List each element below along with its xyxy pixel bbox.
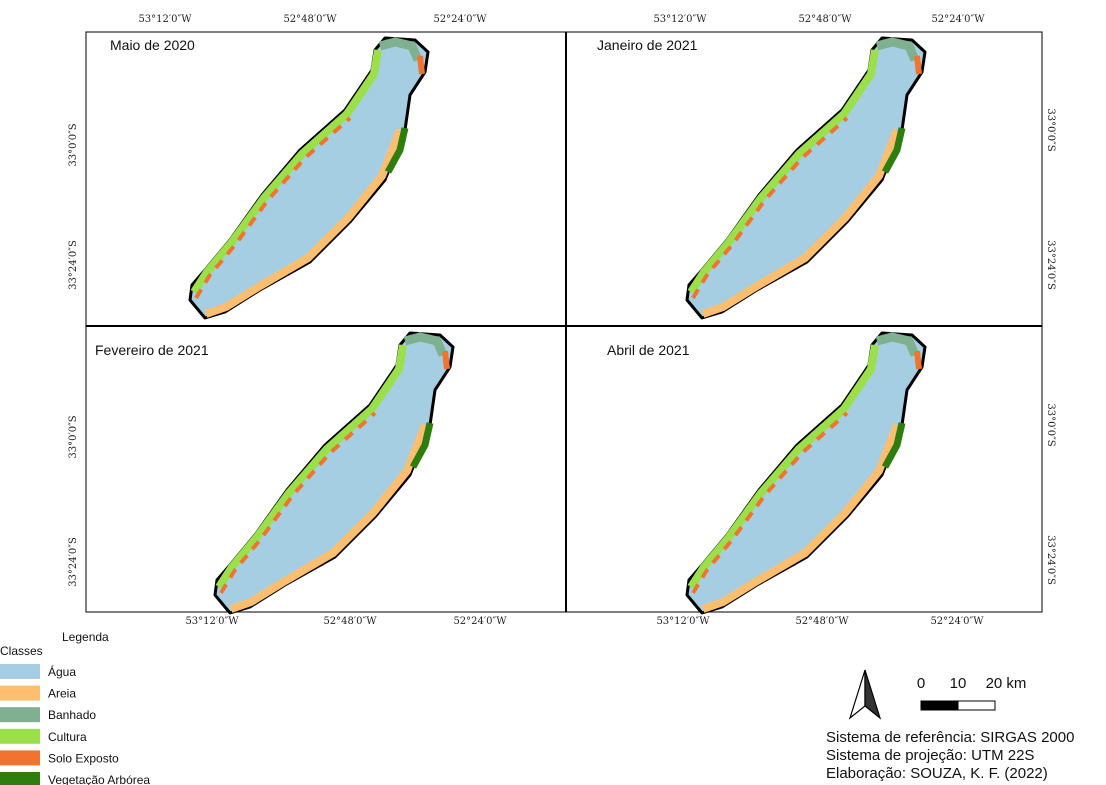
latitude-label: 33°24′0″S: [68, 240, 79, 290]
panel-title: Fevereiro de 2021: [95, 342, 209, 358]
latitude-label: 33°0′0″S: [1045, 108, 1056, 151]
legend-swatch: [0, 664, 40, 679]
longitude-label: 52°24′0″W: [931, 14, 985, 25]
legend-subtitle: Classes: [0, 644, 43, 658]
longitude-label: 53°12′0″W: [185, 616, 239, 627]
legend-label: Banhado: [48, 708, 96, 722]
panel-title: Maio de 2020: [110, 37, 195, 53]
north-arrow: [850, 670, 880, 718]
longitude-label: 52°24′0″W: [930, 616, 984, 627]
longitude-label: 52°48′0″W: [795, 616, 849, 627]
longitude-label: 52°48′0″W: [323, 616, 377, 627]
legend-swatch: [0, 729, 40, 744]
legend-label: Vegetação Arbórea: [48, 773, 150, 785]
longitude-label: 52°48′0″W: [798, 14, 852, 25]
legend-label: Areia: [48, 687, 76, 701]
bare-soil-strip: [917, 56, 919, 74]
bare-soil-strip: [420, 56, 422, 74]
longitude-label: 53°12′0″W: [653, 14, 707, 25]
legend-label: Água: [48, 664, 76, 679]
legend-swatch: [0, 772, 40, 785]
longitude-label: 52°48′0″W: [283, 14, 337, 25]
bare-soil-strip: [445, 351, 447, 369]
legend-title: Legenda: [62, 630, 109, 644]
legend-swatch: [0, 686, 40, 701]
latitude-label: 33°0′0″S: [68, 123, 79, 166]
latitude-label: 33°0′0″S: [68, 415, 79, 458]
scale-label: 20 km: [986, 675, 1027, 692]
credit-line: Sistema de projeção: UTM 22S: [826, 747, 1034, 764]
longitude-label: 53°12′0″W: [138, 14, 192, 25]
scale-label: 0: [917, 675, 925, 692]
panel-title: Abril de 2021: [607, 342, 690, 358]
latitude-label: 33°24′0″S: [1045, 535, 1056, 585]
longitude-label: 53°12′0″W: [656, 616, 710, 627]
legend-swatch: [0, 750, 40, 765]
longitude-label: 52°24′0″W: [433, 14, 487, 25]
credit-line: Elaboração: SOUZA, K. F. (2022): [826, 765, 1048, 782]
map-figure: Maio de 2020 Janeiro de 2021 Fevereiro de …: [0, 0, 1106, 785]
legend-label: Cultura: [48, 730, 87, 744]
scale-bar: [921, 701, 995, 710]
latitude-label: 33°24′0″S: [68, 537, 79, 587]
legend-label: Solo Exposto: [48, 751, 119, 765]
scale-label: 10: [950, 675, 967, 692]
longitude-label: 52°24′0″W: [453, 616, 507, 627]
credit-line: Sistema de referência: SIRGAS 2000: [826, 729, 1074, 746]
bare-soil-strip: [917, 351, 919, 369]
latitude-label: 33°0′0″S: [1045, 403, 1056, 446]
panel-title: Janeiro de 2021: [597, 37, 698, 53]
latitude-label: 33°24′0″S: [1045, 240, 1056, 290]
legend-swatch: [0, 707, 40, 722]
